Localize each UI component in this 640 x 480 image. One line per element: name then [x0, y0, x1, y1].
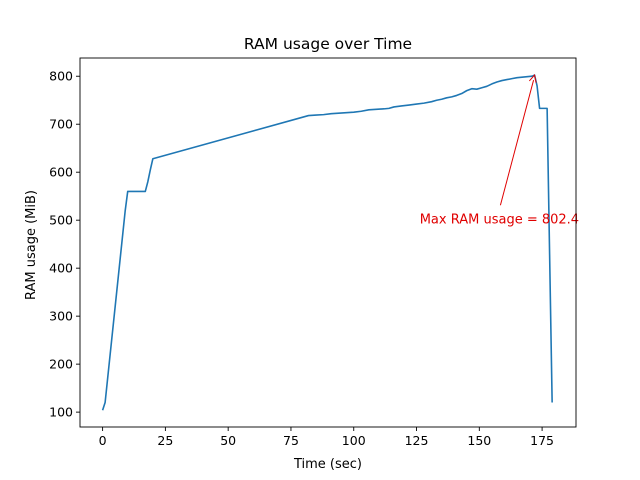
x-tick-label-75: 75: [283, 433, 299, 448]
plot-area: 0 25 50 75 100 125 150 175 100 200 300 400 500 600 700…: [49, 57, 579, 448]
plot-frame: [79, 57, 577, 428]
x-tick-label-25: 25: [157, 433, 173, 448]
annotation-arrow-head: [528, 74, 537, 83]
y-tick-label-300: 300: [49, 309, 73, 324]
x-tick-label-100: 100: [342, 433, 366, 448]
ram-usage-line: [101, 74, 553, 411]
x-tick-label-0: 0: [99, 433, 107, 448]
annotation-arrow-shaft: [499, 79, 535, 206]
y-tick-label-500: 500: [49, 213, 73, 228]
y-tick-label-400: 400: [49, 261, 73, 276]
y-axis-label: RAM usage (MiB): [24, 190, 39, 300]
chart-title: RAM usage over Time: [244, 35, 412, 53]
y-tick-label-800: 800: [49, 69, 73, 84]
x-tick-label-125: 125: [405, 433, 429, 448]
x-tick-label-50: 50: [220, 433, 236, 448]
x-axis-label: Time (sec): [293, 457, 362, 472]
y-tick-label-700: 700: [49, 117, 73, 132]
x-tick-label-175: 175: [530, 433, 554, 448]
y-tick-label-100: 100: [49, 405, 73, 420]
annotation-max-ram: Max RAM usage = 802.4: [420, 212, 579, 227]
x-tick-label-150: 150: [467, 433, 491, 448]
y-tick-label-600: 600: [49, 165, 73, 180]
y-tick-label-200: 200: [49, 357, 73, 372]
